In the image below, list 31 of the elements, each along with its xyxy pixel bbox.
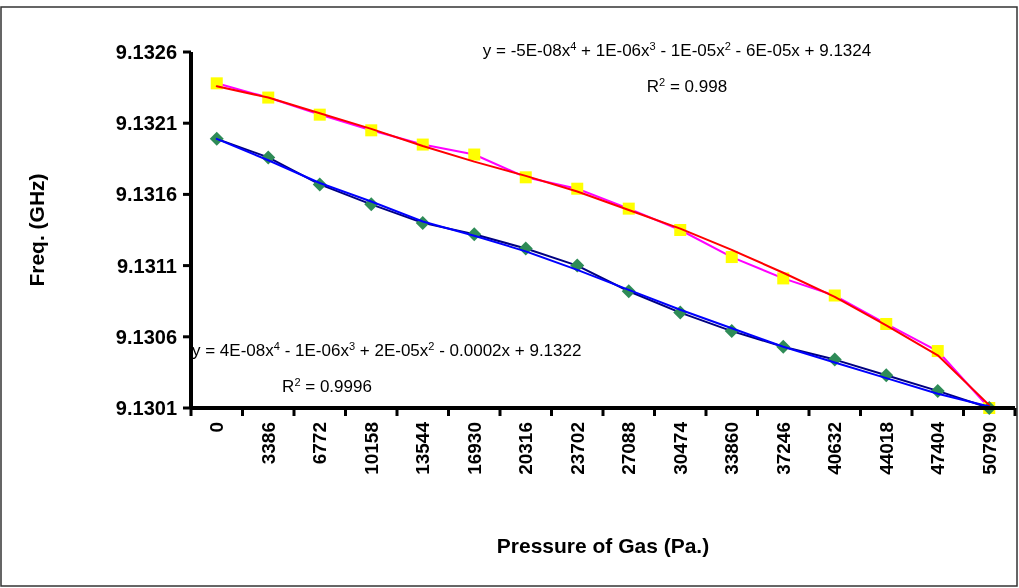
- x-tick-label: 3386: [257, 422, 279, 465]
- x-tick-label: 37246: [772, 422, 794, 475]
- x-tick-label: 33860: [721, 422, 743, 475]
- annotation: R$^{2}$ = 0.9996: [282, 376, 372, 396]
- x-tick-label: 10158: [360, 422, 382, 475]
- x-tick-label: 44018: [875, 422, 897, 475]
- point: [468, 148, 481, 161]
- x-axis-title: Pressure of Gas (Pa.): [496, 534, 710, 557]
- x-tick-label: 40632: [824, 422, 846, 475]
- x-tick-label: 6772: [309, 422, 331, 465]
- x-tick-label: 20316: [515, 422, 537, 475]
- y-axis-title: Freq. (GHz): [25, 173, 48, 287]
- point: [725, 251, 738, 264]
- x-tick-label: 30474: [669, 421, 691, 475]
- x-tick-label: 16930: [463, 422, 485, 475]
- y-tick-label: 9.1316: [115, 183, 177, 206]
- x-tick-label: 47404: [927, 421, 949, 475]
- annotation: y = -5E-08x$^{4}$ + 1E-06x$^{3}$ - 1E-05x$^{2}$ - 6E-05x + 9.1324: [482, 40, 872, 60]
- x-tick-label: 0: [206, 422, 228, 433]
- annotation: R$^{2}$ = 0.998: [646, 76, 728, 96]
- x-tick-label: 13544: [412, 421, 434, 475]
- x-tick-label: 27088: [618, 422, 640, 475]
- y-tick-label: 9.1326: [115, 41, 177, 63]
- y-tick-label: 9.1306: [115, 325, 177, 348]
- y-tick-label: 9.1301: [115, 397, 177, 419]
- y-tick-label: 9.1311: [116, 254, 177, 277]
- point: [210, 77, 223, 90]
- y-tick-label: 9.1321: [115, 112, 177, 135]
- x-tick-label: 50790: [978, 422, 1000, 475]
- x-tick-label: 23702: [566, 422, 588, 475]
- annotation: y = 4E-08x$^{4}$ - 1E-06x$^{3}$ + 2E-05x$^{2}$ - 0.0002x + 9.1322: [192, 340, 582, 360]
